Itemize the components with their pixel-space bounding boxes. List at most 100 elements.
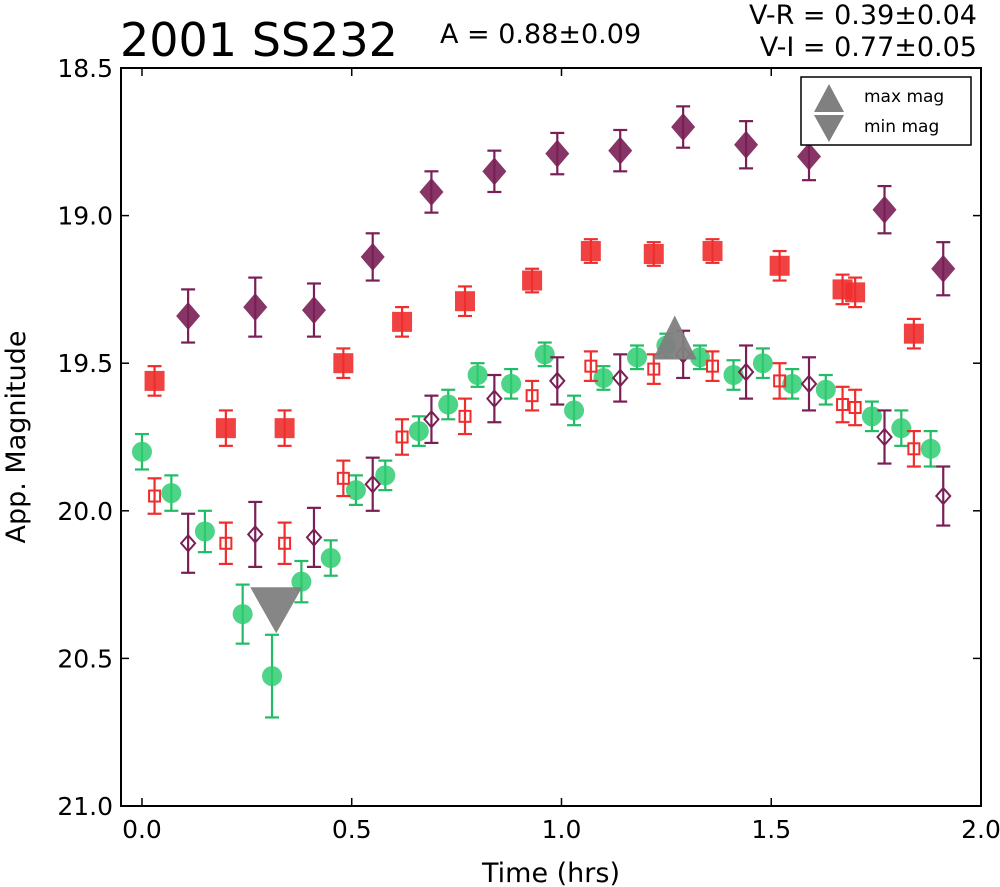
data-point-open-diamond <box>934 486 952 506</box>
x-axis-ticks: 0.0 0.5 1.0 1.5 2.0 <box>122 68 1000 844</box>
data-point-filled-square <box>903 323 924 344</box>
data-point-open-diamond <box>611 368 629 388</box>
data-point-filled-diamond <box>243 293 268 322</box>
legend-min-mag-label: min mag <box>864 117 939 137</box>
data-point-filled-circle <box>291 571 312 592</box>
data-point-filled-circle <box>161 483 182 504</box>
series-triangle-up <box>652 315 697 360</box>
data-point-filled-square <box>274 418 295 439</box>
data-point-open-square <box>336 471 350 485</box>
plot-area <box>131 105 956 719</box>
data-point-filled-circle <box>501 373 522 394</box>
series-triangle-down <box>250 587 303 634</box>
data-point-filled-circle <box>782 373 803 394</box>
x-tick-label: 2.0 <box>961 815 1000 844</box>
data-point-open-diamond <box>179 533 197 553</box>
data-point-filled-diamond <box>419 177 444 206</box>
y-tick-label: 19.0 <box>57 202 113 231</box>
y-tick-label: 18.5 <box>57 54 113 83</box>
data-point-filled-circle <box>593 367 614 388</box>
data-point-filled-square <box>144 370 165 391</box>
legend-max-mag-label: max mag <box>864 87 944 107</box>
data-point-filled-circle <box>131 441 152 462</box>
series-filled-square <box>144 238 924 447</box>
data-point-filled-diamond <box>482 157 507 186</box>
data-point-filled-square <box>522 270 543 291</box>
data-point-open-square <box>706 359 720 373</box>
data-point-filled-circle <box>438 394 459 415</box>
series-filled-diamond <box>176 105 956 344</box>
data-point-open-diamond <box>737 362 755 382</box>
y-tick-label: 19.5 <box>57 349 113 378</box>
x-tick-label: 0.5 <box>332 815 372 844</box>
data-point-filled-circle <box>345 480 366 501</box>
x-tick-label: 0.0 <box>122 815 162 844</box>
chart-title: 2001 SS232 <box>120 13 398 67</box>
data-point-filled-circle <box>408 421 429 442</box>
data-point-filled-circle <box>232 604 253 625</box>
data-point-open-square <box>458 409 472 423</box>
data-point-open-square <box>395 430 409 444</box>
data-point-filled-diamond <box>360 242 385 271</box>
data-point-open-square <box>525 389 539 403</box>
data-point-filled-square <box>580 241 601 262</box>
data-point-open-square <box>773 374 787 388</box>
data-point-open-square <box>907 442 921 456</box>
data-point-filled-circle <box>891 418 912 439</box>
data-point-filled-circle <box>564 400 585 421</box>
data-point-triangle-down <box>250 587 303 634</box>
x-axis-label: Time (hrs) <box>481 858 620 887</box>
data-point-filled-circle <box>262 666 283 687</box>
x-tick-label: 1.5 <box>751 815 791 844</box>
data-point-filled-diamond <box>931 254 956 283</box>
legend: max mag min mag <box>800 76 972 146</box>
data-point-filled-circle <box>920 438 941 459</box>
y-axis-label: App. Magnitude <box>1 331 32 544</box>
data-point-filled-square <box>455 291 475 312</box>
x-tick-label: 1.0 <box>542 815 582 844</box>
data-point-filled-square <box>215 418 236 439</box>
data-point-filled-circle <box>689 347 710 368</box>
amplitude-label: A = 0.88±0.09 <box>440 19 641 50</box>
data-point-filled-diamond <box>671 113 696 142</box>
legend-min-mag-icon <box>814 115 844 142</box>
data-point-open-diamond <box>876 427 893 447</box>
data-point-open-square <box>848 400 862 414</box>
y-tick-label: 20.5 <box>57 644 113 673</box>
data-point-filled-circle <box>752 353 773 374</box>
y-tick-label: 20.0 <box>57 497 113 526</box>
data-point-filled-circle <box>627 347 647 368</box>
data-point-filled-diamond <box>176 301 201 330</box>
data-point-open-square <box>647 362 661 376</box>
legend-max-mag-icon <box>814 84 844 112</box>
data-point-open-square <box>219 536 233 550</box>
data-point-filled-circle <box>194 521 215 542</box>
data-point-filled-diamond <box>872 195 897 224</box>
data-point-open-diamond <box>548 371 566 391</box>
data-point-open-diamond <box>800 374 818 394</box>
data-point-filled-circle <box>861 406 882 427</box>
data-point-filled-circle <box>815 379 836 400</box>
data-point-open-square <box>836 398 850 412</box>
data-point-filled-square <box>702 241 723 262</box>
data-point-open-diamond <box>486 389 503 409</box>
series-open-square <box>147 350 921 566</box>
data-point-filled-circle <box>467 365 488 386</box>
data-point-open-diamond <box>423 409 440 429</box>
data-point-filled-circle <box>723 365 744 386</box>
y-axis-ticks: 18.5 19.0 19.5 20.0 20.5 21.0 <box>57 54 981 821</box>
data-point-filled-square <box>392 311 413 332</box>
data-point-triangle-up <box>652 315 697 360</box>
data-point-open-square <box>148 489 162 503</box>
v-r-color-label: V-R = 0.39±0.04 <box>749 0 977 31</box>
data-point-open-diamond <box>246 524 264 544</box>
data-point-filled-diamond <box>734 130 759 159</box>
data-point-filled-square <box>845 282 866 303</box>
series-filled-circle <box>131 332 941 719</box>
data-point-filled-square <box>769 255 790 276</box>
data-point-filled-square <box>333 353 354 374</box>
data-point-filled-square <box>643 243 664 264</box>
series-open-diamond <box>179 329 952 574</box>
data-point-filled-circle <box>320 548 341 569</box>
